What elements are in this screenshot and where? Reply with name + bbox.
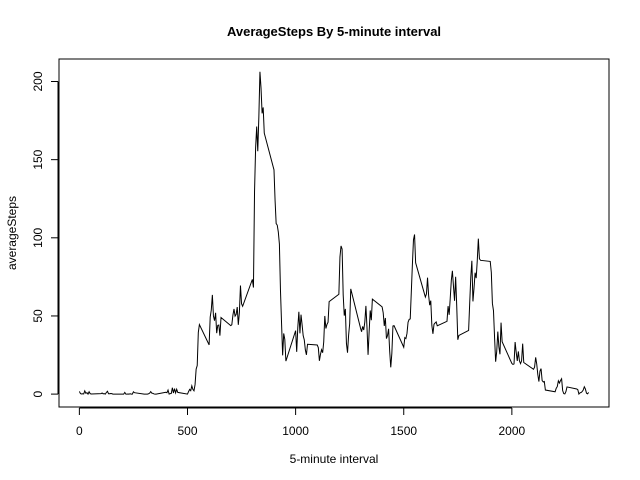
y-tick-label: 200: [31, 71, 45, 91]
x-tick-label: 2000: [499, 424, 526, 438]
chart-title: AverageSteps By 5-minute interval: [227, 24, 441, 39]
plot-box: [58, 58, 610, 408]
x-tick-label: 1000: [282, 424, 309, 438]
y-tick-label: 0: [31, 390, 45, 397]
y-tick-label: 50: [31, 309, 45, 323]
x-axis-label: 5-minute interval: [290, 452, 379, 466]
y-tick-label: 150: [31, 149, 45, 169]
y-axis-label: averageSteps: [5, 196, 19, 270]
data-line: [78, 71, 590, 396]
y-tick-label: 100: [31, 227, 45, 247]
x-tick-label: 500: [177, 424, 197, 438]
x-tick-label: 1500: [390, 424, 417, 438]
x-tick-label: 0: [76, 424, 83, 438]
